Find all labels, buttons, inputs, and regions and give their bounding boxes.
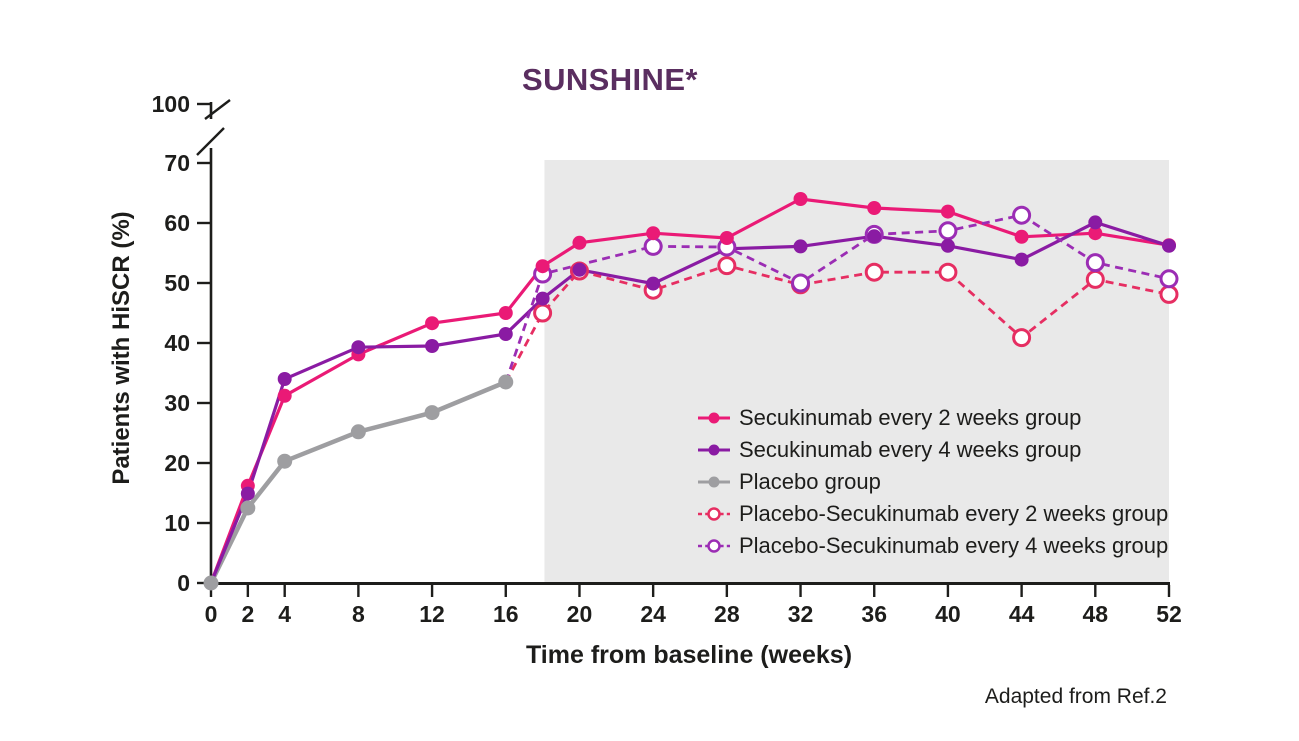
y-tick-label: 30: [164, 390, 190, 416]
data-point: [791, 273, 811, 293]
x-tick-label: 28: [714, 601, 740, 627]
x-tick-label: 2: [241, 601, 254, 627]
data-point: [1088, 226, 1103, 241]
legend-marker-icon: [698, 538, 730, 553]
y-tick-label: 100: [152, 91, 190, 117]
data-point: [643, 236, 663, 256]
data-point: [1012, 328, 1032, 348]
legend-item: Placebo-Secukinumab every 4 weeks group: [697, 532, 1169, 558]
x-tick-label: 40: [935, 601, 961, 627]
data-point: [277, 453, 293, 469]
y-tick-label: 20: [164, 450, 190, 476]
chart-title: SUNSHINE*: [522, 62, 698, 97]
y-tick-label: 0: [177, 570, 190, 596]
legend-label: Secukinumab every 4 weeks group: [739, 436, 1082, 462]
data-point: [535, 259, 550, 274]
data-point: [793, 239, 808, 254]
data-point: [277, 372, 292, 386]
legend-item: Secukinumab every 4 weeks group: [697, 436, 1168, 462]
legend-item: Secukinumab every 2 weeks group: [697, 404, 1168, 430]
data-point: [533, 303, 553, 323]
x-tick-label: 36: [861, 601, 887, 627]
y-tick-label: 70: [164, 150, 190, 176]
data-point: [498, 327, 513, 341]
data-point: [277, 388, 292, 403]
data-point: [240, 500, 256, 516]
data-point: [351, 340, 366, 355]
axis-break-slash: [196, 127, 225, 156]
chart-legend: Secukinumab every 2 weeks group Secukinum…: [697, 404, 1169, 558]
data-point: [1159, 269, 1179, 289]
legend-label: Placebo group: [739, 468, 881, 494]
data-point: [1085, 253, 1105, 273]
x-tick-label: 52: [1156, 601, 1182, 627]
data-point: [646, 226, 661, 241]
data-point: [717, 256, 737, 276]
data-point: [1012, 205, 1032, 225]
data-point: [940, 238, 955, 253]
legend-label: Placebo-Secukinumab every 2 weeks group: [739, 500, 1169, 526]
series-line-3: [504, 264, 1170, 383]
data-point: [350, 424, 366, 440]
series-line-2: [208, 379, 507, 584]
source-credit: Adapted from Ref.2: [984, 685, 1167, 708]
data-point: [425, 339, 440, 353]
data-point: [572, 235, 587, 250]
x-tick-label: 32: [788, 601, 814, 627]
data-point: [424, 405, 440, 421]
series-line-4: [504, 213, 1170, 383]
data-point: [240, 486, 255, 501]
data-point: [425, 316, 440, 331]
data-point: [1159, 284, 1179, 304]
data-point: [940, 204, 955, 219]
data-point: [719, 231, 734, 245]
data-point: [1088, 215, 1103, 230]
legend-item: Placebo group: [697, 468, 1168, 494]
legend-label: Secukinumab every 2 weeks group: [739, 404, 1082, 430]
x-tick-label: 24: [640, 601, 666, 627]
x-tick-label: 12: [419, 601, 445, 627]
x-tick-label: 44: [1009, 601, 1035, 627]
data-point: [867, 201, 882, 215]
y-tick-label: 60: [164, 210, 190, 236]
legend-label: Placebo-Secukinumab every 4 weeks group: [739, 532, 1169, 558]
axis-break-slash: [204, 99, 231, 120]
x-tick-label: 8: [352, 601, 365, 627]
x-tick-label: 4: [278, 601, 291, 627]
data-point: [572, 262, 587, 277]
legend-marker-icon: [698, 506, 730, 521]
data-point: [938, 262, 958, 282]
x-axis-title: Time from baseline (weeks): [525, 641, 853, 669]
x-tick-label: 16: [493, 601, 519, 627]
data-point: [793, 192, 808, 206]
data-point: [535, 291, 550, 306]
data-point: [498, 306, 513, 320]
data-point: [1014, 252, 1029, 267]
x-tick-label: 48: [1083, 601, 1109, 627]
series-line-1: [209, 220, 1170, 584]
legend-item: Placebo-Secukinumab every 2 weeks group: [697, 500, 1169, 526]
data-point: [938, 221, 958, 241]
data-point: [1085, 269, 1105, 289]
legend-marker-icon: [698, 412, 730, 423]
data-point: [1161, 238, 1176, 253]
legend-marker-icon: [698, 476, 730, 487]
x-tick-label: 20: [567, 601, 593, 627]
data-point: [1014, 229, 1029, 244]
y-tick-label: 40: [164, 330, 190, 356]
data-point: [498, 374, 514, 390]
data-point: [203, 575, 219, 591]
y-tick-label: 10: [164, 510, 190, 536]
legend-marker-icon: [698, 444, 730, 455]
data-point: [864, 262, 884, 282]
x-tick-label: 0: [205, 601, 218, 627]
data-point: [867, 229, 882, 244]
y-tick-label: 50: [164, 270, 190, 296]
data-point: [646, 276, 661, 291]
series-markers-2: [203, 374, 514, 591]
